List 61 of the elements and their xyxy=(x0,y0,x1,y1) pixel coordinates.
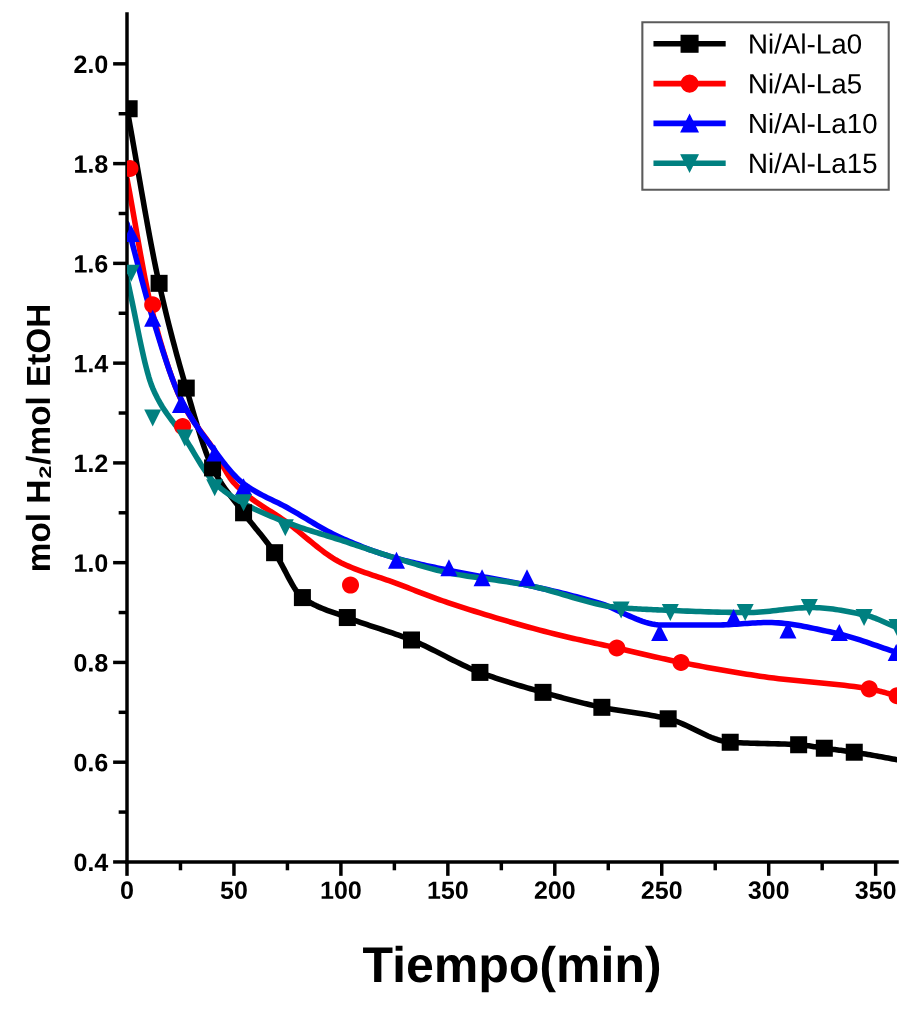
point xyxy=(402,631,420,649)
point xyxy=(672,653,690,671)
y-tick-label: 1.2 xyxy=(75,454,108,472)
point xyxy=(206,444,224,462)
y-tick-label: 1.4 xyxy=(75,355,109,373)
x-tick-label: 350 xyxy=(855,881,896,900)
point xyxy=(471,663,489,681)
point xyxy=(144,296,162,314)
y-tick-label: 1.6 xyxy=(75,254,108,273)
point xyxy=(518,569,536,587)
point xyxy=(860,680,878,698)
legend-label: Ni/Al-La10 xyxy=(750,112,877,134)
point xyxy=(815,739,833,757)
legend-label: Ni/Al-La0 xyxy=(750,33,862,54)
point xyxy=(388,551,406,569)
point xyxy=(855,609,873,627)
y-tick-label: 2.0 xyxy=(74,55,108,74)
point xyxy=(534,683,552,701)
x-tick-label: 300 xyxy=(748,881,789,900)
y-tick-label: 0.8 xyxy=(74,654,108,672)
y-tick-label: 1.8 xyxy=(75,155,108,173)
point xyxy=(144,409,162,427)
legend-label: Ni/Al-La5 xyxy=(750,73,861,94)
point xyxy=(150,274,168,292)
x-tick-label: 150 xyxy=(428,881,468,900)
x-tick-label: 200 xyxy=(534,881,575,900)
point xyxy=(440,559,458,577)
point xyxy=(790,736,808,754)
x-tick-label: 50 xyxy=(220,881,247,900)
point xyxy=(144,309,162,327)
point xyxy=(276,519,294,537)
legend-label: Ni/Al-La15 xyxy=(750,152,877,174)
point xyxy=(608,639,626,657)
point xyxy=(659,710,677,728)
point xyxy=(293,589,311,607)
x-tick-label: 100 xyxy=(321,881,361,900)
point xyxy=(235,494,253,512)
point xyxy=(845,743,863,761)
point xyxy=(176,429,194,447)
x-axis-title: Tiempo(min) xyxy=(363,945,660,993)
point xyxy=(338,609,356,627)
point xyxy=(800,599,818,617)
point xyxy=(473,569,491,587)
point xyxy=(266,544,284,562)
y-tick-label: 0.6 xyxy=(74,753,108,772)
point xyxy=(342,576,360,594)
point xyxy=(177,379,195,397)
point xyxy=(736,604,754,622)
point xyxy=(830,624,848,642)
point xyxy=(721,733,739,751)
point xyxy=(593,698,611,716)
point xyxy=(235,504,253,522)
x-tick-label: 0 xyxy=(121,881,133,900)
x-tick-label: 250 xyxy=(641,881,682,900)
y-tick-label: 1.0 xyxy=(75,554,108,572)
point xyxy=(206,479,224,497)
y-axis-title: mol H₂/mol EtOH xyxy=(25,305,51,571)
point xyxy=(612,601,630,619)
y-tick-label: 0.4 xyxy=(74,853,109,872)
point xyxy=(204,459,222,477)
point xyxy=(661,604,679,622)
